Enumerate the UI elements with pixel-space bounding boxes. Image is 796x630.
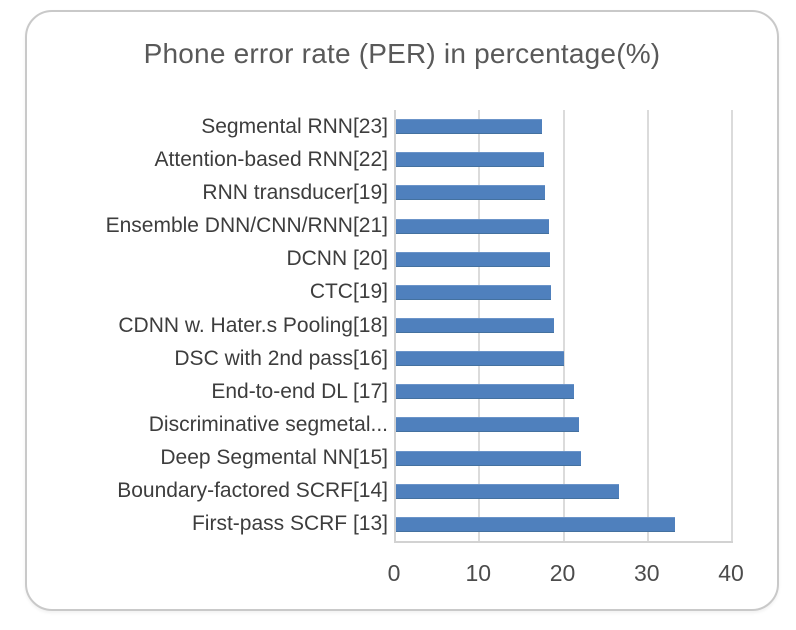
x-tick-label: 20 — [549, 560, 576, 586]
chart-title: Phone error rate (PER) in percentage(%) — [143, 38, 661, 69]
bar — [396, 185, 546, 201]
x-tick-label: 0 — [387, 560, 401, 586]
gridline — [562, 110, 565, 541]
category-label: Boundary-factored SCRF[14] — [117, 479, 388, 503]
bar — [396, 450, 581, 466]
gridline — [646, 110, 649, 541]
bar — [396, 251, 551, 267]
category-label: DCNN [20] — [286, 247, 388, 271]
category-label: Ensemble DNN/CNN/RNN[21] — [105, 214, 388, 238]
bar — [396, 417, 579, 433]
bar — [396, 318, 554, 333]
category-label: DSC with 2nd pass[16] — [174, 346, 388, 370]
category-label: First-pass SCRF [13] — [191, 512, 388, 536]
x-tick-label: 30 — [633, 560, 660, 586]
category-label: End-to-end DL [17] — [211, 379, 388, 403]
category-label: Deep Segmental NN[15] — [160, 446, 388, 470]
bar — [396, 284, 552, 300]
category-label: CDNN w. Hater.s Pooling[18] — [118, 313, 388, 337]
value-axis-labels: 0 10 20 30 40 — [388, 560, 744, 594]
bar — [396, 119, 542, 135]
category-label: Attention-based RNN[22] — [154, 147, 388, 171]
category-axis-labels: Segmental RNN[23] Attention-based RNN[22]… — [27, 110, 388, 541]
x-tick-label: 40 — [718, 560, 744, 586]
gridline — [731, 110, 733, 541]
x-tick-label: 10 — [465, 560, 492, 586]
category-label: Discriminative segmetal... — [148, 412, 388, 436]
category-label: RNN transducer[19] — [202, 180, 388, 204]
bar — [396, 351, 564, 367]
bar — [396, 384, 574, 400]
bar — [396, 152, 545, 168]
category-label: CTC[19] — [309, 280, 388, 304]
bar — [396, 218, 550, 234]
chart-card: Phone error rate (PER) in percentage(%) … — [25, 10, 779, 611]
bar — [396, 483, 620, 499]
category-label: Segmental RNN[23] — [201, 114, 388, 138]
bar — [396, 516, 675, 532]
plot-area — [394, 110, 733, 543]
